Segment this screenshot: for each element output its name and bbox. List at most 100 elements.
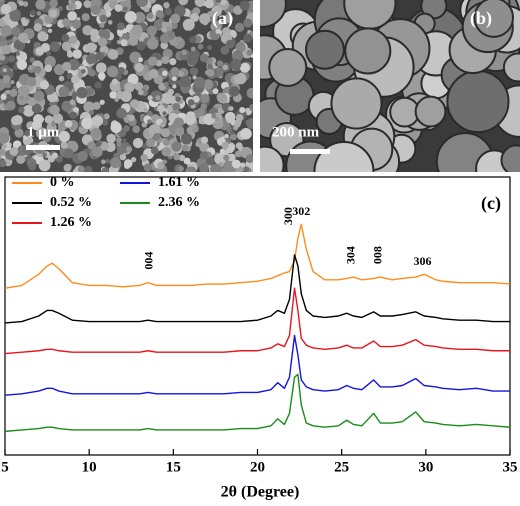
grain [22, 104, 35, 117]
grain [117, 67, 125, 75]
grain [161, 55, 170, 65]
grain [114, 4, 123, 12]
grain [49, 104, 60, 116]
grain [31, 120, 43, 131]
peak-label: 004 [142, 252, 156, 270]
grain [68, 84, 73, 90]
grain [61, 34, 70, 43]
x-tick-label: 35 [503, 459, 518, 475]
grain [194, 0, 206, 7]
grain [64, 119, 73, 128]
grain [185, 166, 197, 172]
grain [97, 37, 108, 47]
grain [9, 88, 18, 97]
grain [90, 127, 102, 140]
grain [199, 163, 209, 172]
grain [216, 60, 224, 67]
grain [6, 100, 16, 111]
grain [24, 130, 31, 137]
grain [50, 121, 56, 127]
grain [16, 154, 26, 165]
grain [123, 162, 131, 169]
grain [140, 153, 149, 162]
grain [76, 87, 88, 99]
grain [162, 111, 167, 116]
grain [190, 13, 200, 22]
grain [170, 66, 180, 76]
peak-label: 008 [370, 246, 384, 264]
scale-bar [290, 149, 330, 154]
grain [57, 6, 63, 11]
grain [66, 51, 74, 58]
grain [202, 79, 214, 90]
grain [58, 131, 70, 143]
grain [161, 147, 171, 157]
grain [173, 117, 184, 128]
grain [95, 51, 105, 61]
grain [116, 137, 122, 143]
grain [138, 57, 144, 63]
grain [229, 133, 237, 141]
peak-label: 302 [292, 204, 310, 218]
grain [246, 87, 253, 99]
grain [90, 4, 101, 15]
grain [85, 54, 96, 65]
grain [187, 99, 195, 106]
grain [99, 99, 105, 105]
grain [246, 49, 253, 56]
x-tick-label: 5 [1, 459, 9, 475]
grain [223, 154, 230, 161]
grain [92, 146, 103, 158]
grain [136, 41, 146, 51]
grain [137, 89, 144, 96]
series-line [4, 223, 511, 289]
grain [127, 114, 135, 122]
grain [199, 53, 209, 63]
grain [72, 49, 82, 59]
grain [116, 146, 125, 155]
grain [231, 159, 241, 169]
grain [147, 12, 154, 20]
grain [86, 42, 97, 53]
grain [51, 152, 58, 159]
grain [90, 28, 99, 38]
grain [224, 133, 229, 139]
grain [116, 40, 122, 45]
grain [53, 114, 60, 121]
grain [245, 154, 253, 163]
grain [4, 81, 12, 89]
grain [232, 50, 244, 62]
grain [221, 141, 229, 150]
grain [211, 113, 217, 119]
grain [58, 86, 70, 98]
grain [200, 93, 210, 104]
grain [18, 1, 24, 7]
grain [100, 159, 106, 165]
grain [101, 167, 109, 172]
grain [18, 106, 25, 113]
grain [235, 41, 246, 53]
grain [172, 76, 177, 82]
grain [35, 0, 46, 10]
grain [95, 62, 107, 74]
grain [229, 130, 234, 135]
grain [174, 126, 185, 137]
grain [6, 142, 12, 148]
grain [175, 36, 183, 43]
grain [473, 0, 514, 38]
grain [197, 43, 204, 50]
grain [7, 39, 13, 45]
grain [31, 103, 42, 114]
grain [7, 55, 16, 63]
grain [29, 57, 35, 63]
panel-label: (b) [470, 8, 492, 29]
grain [106, 39, 112, 45]
sem-image-a [0, 0, 253, 172]
grain [101, 119, 109, 126]
grain [122, 6, 128, 12]
grain [109, 91, 118, 99]
grain [210, 163, 222, 172]
grain [178, 166, 184, 172]
grain [230, 58, 242, 70]
